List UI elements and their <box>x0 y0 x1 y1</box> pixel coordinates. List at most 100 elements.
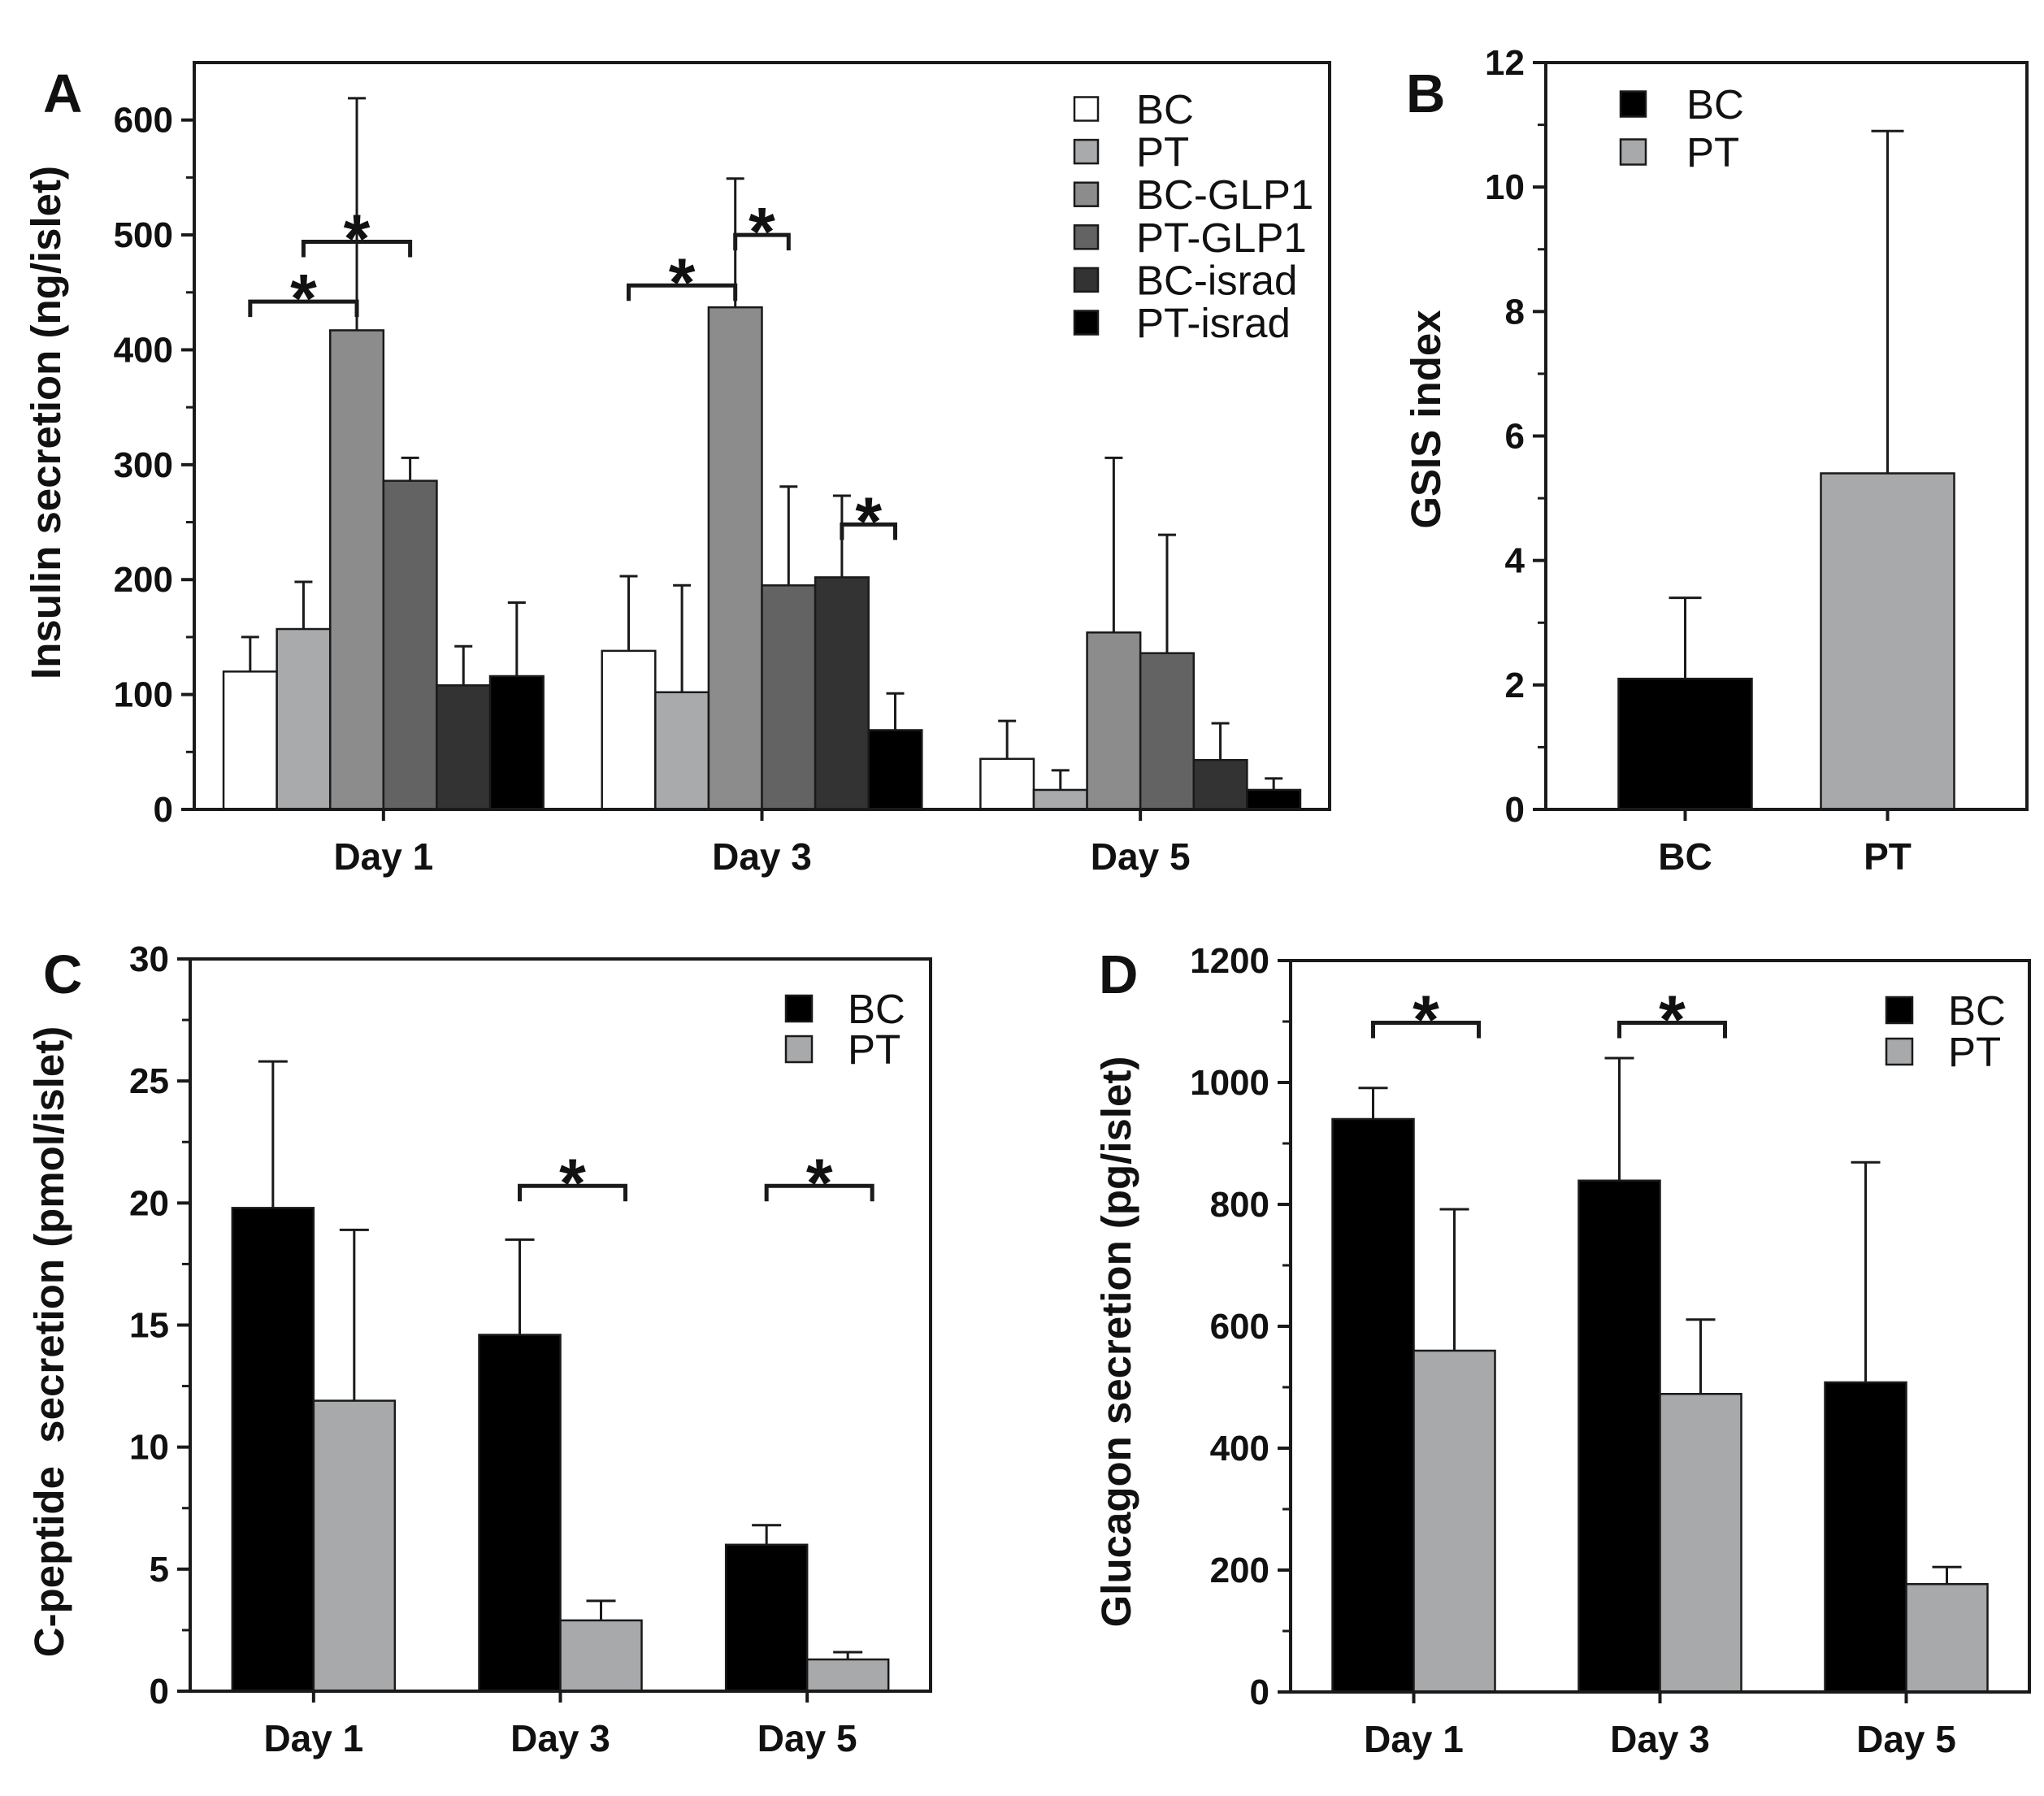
legend-swatch-pt-glp1 <box>1073 224 1100 250</box>
bars <box>1331 1117 1989 1694</box>
error-bar-pt-day-3 <box>586 1599 616 1620</box>
significance-asterisk: * <box>1413 982 1439 1058</box>
y-tick-label: 5 <box>150 1550 169 1590</box>
x-tick-label: Day 3 <box>510 1717 610 1759</box>
x-tick-label: Day 3 <box>1610 1718 1710 1760</box>
error-bar-bc-israd-day-1 <box>454 644 473 686</box>
significance-asterisk: * <box>1659 982 1686 1058</box>
y-tick-label: 200 <box>1210 1551 1269 1590</box>
legend-swatch-pt-israd <box>1073 310 1100 336</box>
legend-label-pt: PT <box>848 1026 900 1073</box>
bar-pt-day-1 <box>1413 1349 1496 1694</box>
bar-pt-day-5 <box>1032 788 1088 811</box>
y-tick-label: 600 <box>1210 1307 1269 1347</box>
bar-pt-israd-day-5 <box>1246 788 1302 811</box>
legend-swatch-pt <box>1619 138 1647 166</box>
panel-a: 0 100 200 300 400 500 600 Day 1 Day 3 Day 5 Insuli… <box>23 61 1331 878</box>
error-bar-pt-glp1-day-5 <box>1157 533 1176 653</box>
bar-bc-day-5 <box>1824 1381 1907 1694</box>
error-bar-bc-day-1 <box>241 636 259 672</box>
y-axis: 0 5 10 15 20 25 30 <box>129 939 190 1711</box>
significance-bracket <box>1371 1021 1481 1039</box>
error-bar-pt <box>1871 129 1904 474</box>
panel-letter: B <box>1406 63 1445 124</box>
y-tick-label: 0 <box>1505 790 1525 830</box>
error-bar-bc-day-5 <box>1851 1160 1881 1382</box>
significance-marker: * <box>840 483 897 559</box>
x-tick-label: Day 5 <box>1091 835 1191 878</box>
y-tick-label: 300 <box>114 445 173 485</box>
legend-label-pt: PT <box>1948 1029 2001 1075</box>
y-tick-label: 1000 <box>1190 1063 1269 1103</box>
y-tick-label: 600 <box>114 101 173 141</box>
significance-marker: * <box>627 244 738 320</box>
bar-pt-glp1-day-5 <box>1139 652 1196 811</box>
bars <box>1617 472 1955 811</box>
y-tick-label: 0 <box>150 1672 169 1711</box>
error-bar-pt-israd-day-5 <box>1265 777 1283 790</box>
bar-bc <box>1617 677 1753 811</box>
bars <box>222 306 1302 811</box>
significance-bracket <box>518 1183 627 1202</box>
y-tick-label: 30 <box>129 939 169 979</box>
legend-label-bc-glp1: BC-GLP1 <box>1136 171 1313 218</box>
error-bars <box>241 97 1283 790</box>
bar-bc-day-3 <box>1577 1179 1661 1694</box>
y-axis: 0 200 400 600 800 1000 1200 <box>1190 941 1291 1712</box>
y-axis-title: Insulin secretion (ng/islet) <box>23 166 69 679</box>
bar-pt-day-5 <box>805 1658 890 1693</box>
significance-asterisk: * <box>559 1144 586 1221</box>
significance-marker: * <box>301 201 413 277</box>
panel-letter: C <box>43 944 82 1005</box>
significance-bracket <box>301 240 413 258</box>
error-bar-pt-israd-day-1 <box>507 601 526 676</box>
legend-label-pt-glp1: PT-GLP1 <box>1136 215 1307 261</box>
significance-asterisk: * <box>344 201 371 277</box>
bar-bc-israd-day-3 <box>814 576 870 811</box>
error-bar-bc-day-3 <box>505 1238 535 1335</box>
bar-bc-day-5 <box>724 1543 809 1693</box>
error-bar-bc <box>1669 596 1702 679</box>
error-bar-pt-day-5 <box>1932 1565 1962 1585</box>
significance-marker: * <box>518 1144 627 1221</box>
bar-pt-glp1-day-1 <box>382 479 438 811</box>
significance-marker: * <box>733 193 791 270</box>
error-bar-bc-glp1-day-1 <box>348 97 367 331</box>
significance-bracket <box>764 1183 874 1202</box>
x-tick-label: Day 1 <box>1364 1718 1464 1760</box>
legend-swatch-pt <box>1885 1037 1914 1066</box>
y-tick-label: 20 <box>129 1183 169 1223</box>
y-axis: 0 2 4 6 8 10 12 <box>1485 43 1546 830</box>
y-tick-label: 12 <box>1485 43 1525 83</box>
y-tick-label: 15 <box>129 1306 169 1346</box>
error-bar-bc-day-3 <box>619 575 638 651</box>
bars <box>231 1207 890 1693</box>
y-tick-label: 25 <box>129 1061 169 1101</box>
error-bar-pt-day-3 <box>673 583 692 692</box>
error-bar-bc-day-5 <box>998 719 1017 759</box>
significance-marker: * <box>248 260 359 336</box>
legend-label-pt-israd: PT-israd <box>1136 300 1291 346</box>
error-bars <box>258 1060 863 1659</box>
legend-swatch-pt <box>784 1035 814 1064</box>
significance-bracket <box>1617 1021 1727 1039</box>
bar-pt <box>1820 472 1955 811</box>
significance-bracket <box>840 522 897 540</box>
bar-pt-day-3 <box>654 691 710 811</box>
x-tick-label: Day 1 <box>333 835 433 878</box>
y-tick-label: 100 <box>114 675 173 715</box>
bar-pt-day-1 <box>312 1399 397 1693</box>
legend-swatch-bc <box>1885 996 1914 1025</box>
error-bar-pt-day-1 <box>339 1228 369 1401</box>
bar-bc-day-1 <box>1331 1117 1415 1694</box>
significance-bracket <box>248 299 359 318</box>
x-axis: Day 1 Day 3 Day 5 <box>1364 1692 1956 1760</box>
significance-asterisk: * <box>855 483 882 559</box>
bar-bc-day-1 <box>222 670 278 811</box>
legend-label-bc-israd: BC-israd <box>1136 257 1297 303</box>
significance-asterisk: * <box>749 193 775 270</box>
error-bar-bc-day-1 <box>258 1060 288 1208</box>
